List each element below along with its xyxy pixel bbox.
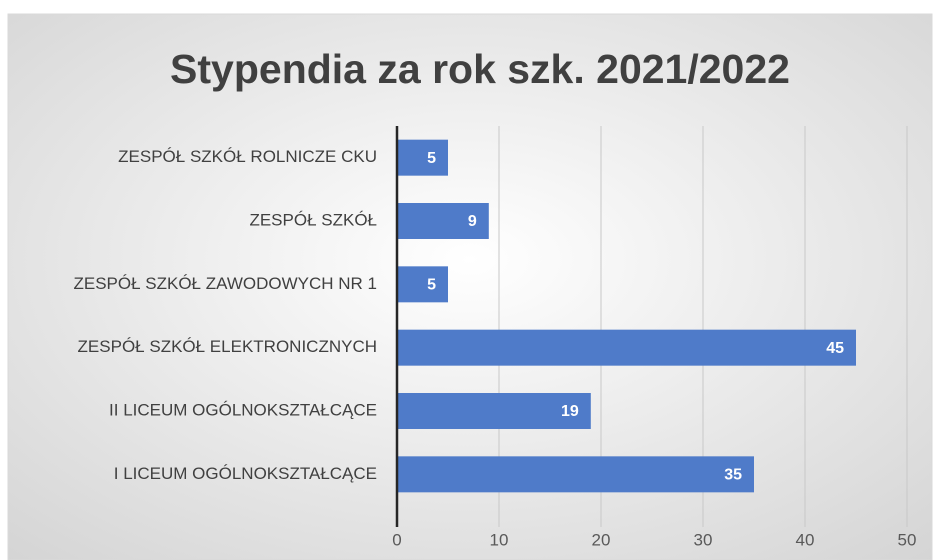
y-tick-label: ZESPÓŁ SZKÓŁ ZAWODOWYCH NR 1 <box>73 274 377 293</box>
y-tick-label: I LICEUM OGÓLNOKSZTAŁCĄCE <box>114 464 377 483</box>
y-tick-label: ZESPÓŁ SZKÓŁ <box>249 210 377 229</box>
y-tick-label: ZESPÓŁ SZKÓŁ ELEKTRONICZNYCH <box>78 337 377 356</box>
value-label: 9 <box>468 213 477 230</box>
bar <box>397 266 448 303</box>
bar <box>397 203 489 239</box>
value-label: 5 <box>427 150 436 167</box>
bar <box>397 393 591 429</box>
bar <box>397 139 448 176</box>
value-label: 19 <box>561 403 579 420</box>
y-tick-label: ZESPÓŁ SZKÓŁ ROLNICZE CKU <box>118 147 377 166</box>
x-tick-label: 10 <box>490 530 509 549</box>
x-tick-label: 30 <box>694 530 713 549</box>
value-label: 35 <box>724 467 742 484</box>
x-tick-label: 50 <box>898 530 917 549</box>
chart-title: Stypendia za rok szk. 2021/2022 <box>170 46 790 92</box>
bar <box>397 329 856 366</box>
bar <box>397 456 754 493</box>
x-tick-label: 40 <box>796 530 815 549</box>
y-tick-label: II LICEUM OGÓLNOKSZTAŁCĄCE <box>109 400 377 419</box>
x-tick-label: 20 <box>592 530 611 549</box>
value-label: 5 <box>427 277 436 294</box>
x-tick-label: 0 <box>392 530 401 549</box>
value-label: 45 <box>826 340 844 357</box>
